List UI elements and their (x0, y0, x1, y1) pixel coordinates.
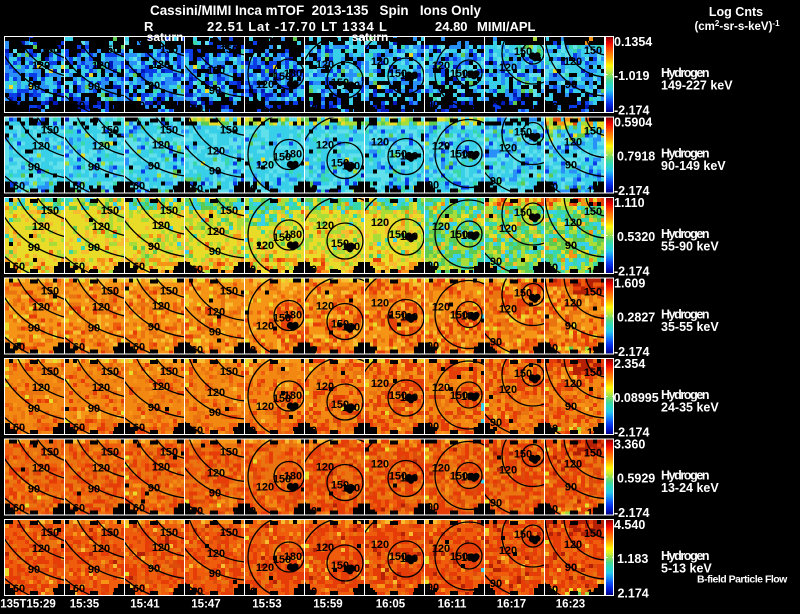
svg-text:16:05: 16:05 (376, 599, 406, 610)
svg-text:saturn: saturn (147, 30, 184, 44)
svg-text:24.80: 24.80 (435, 19, 468, 34)
svg-text:35-55 keV: 35-55 keV (661, 320, 719, 334)
svg-text:15:35: 15:35 (70, 599, 100, 610)
svg-text:1.183: 1.183 (617, 552, 648, 566)
svg-text:Cassini/MIMI Inca mTOF 2013-1: Cassini/MIMI Inca mTOF 2013-135 Spin Ion… (150, 3, 481, 18)
svg-text:1.609: 1.609 (614, 277, 645, 291)
svg-text:3.360: 3.360 (614, 438, 645, 452)
svg-text:-2.174: -2.174 (614, 345, 649, 359)
svg-text:Log Cnts: Log Cnts (709, 5, 763, 19)
svg-text:Hydrogen: Hydrogen (661, 549, 709, 563)
svg-text:4.540: 4.540 (614, 518, 645, 532)
svg-text:90-149 keV: 90-149 keV (661, 159, 726, 173)
svg-text:5-13 keV: 5-13 keV (661, 562, 712, 576)
svg-text:0.5904: 0.5904 (614, 116, 652, 130)
svg-text:22.51 Lat -17.70 LT 1334 L: 22.51 Lat -17.70 LT 1334 L (207, 19, 387, 34)
svg-text:Hydrogen: Hydrogen (661, 147, 709, 161)
svg-text:saturn: saturn (352, 30, 389, 44)
svg-text:149-227 keV: 149-227 keV (661, 79, 733, 93)
svg-text:2.174: 2.174 (614, 587, 649, 601)
svg-text:0.08995: 0.08995 (614, 391, 659, 405)
svg-text:0.7918: 0.7918 (617, 150, 655, 164)
svg-text:15:41: 15:41 (130, 599, 160, 610)
svg-text:15:59: 15:59 (313, 599, 342, 610)
svg-text:0.2827: 0.2827 (617, 311, 655, 325)
svg-text:55-90 keV: 55-90 keV (661, 240, 719, 254)
svg-text:MIMI/APL: MIMI/APL (477, 19, 536, 34)
svg-text:-2.174: -2.174 (614, 104, 649, 118)
svg-text:13-24 keV: 13-24 keV (661, 481, 719, 495)
svg-text:2.354: 2.354 (614, 357, 645, 371)
svg-text:B-field Particle Flow: B-field Particle Flow (697, 574, 788, 586)
svg-text:15:53: 15:53 (252, 599, 281, 610)
svg-text:15:47: 15:47 (191, 599, 220, 610)
svg-text:0.5320: 0.5320 (617, 230, 655, 244)
svg-text:0.1354: 0.1354 (614, 35, 652, 49)
svg-text:Hydrogen: Hydrogen (661, 66, 709, 80)
svg-text:-2.174: -2.174 (614, 184, 649, 198)
svg-text:-2.174: -2.174 (614, 265, 649, 279)
svg-text:Hydrogen: Hydrogen (661, 388, 709, 402)
svg-text:0.5929: 0.5929 (617, 472, 655, 486)
svg-text:16:11: 16:11 (438, 599, 467, 610)
svg-text:1.110: 1.110 (614, 196, 645, 210)
svg-text:-1.019: -1.019 (614, 69, 649, 83)
svg-text:Hydrogen: Hydrogen (661, 227, 709, 241)
svg-text:16:23: 16:23 (556, 599, 585, 610)
svg-text:(cm2-sr-s-keV)-1: (cm2-sr-s-keV)-1 (694, 19, 780, 33)
svg-text:135T15:29: 135T15:29 (0, 599, 56, 610)
svg-text:24-35 keV: 24-35 keV (661, 401, 719, 415)
svg-text:Hydrogen: Hydrogen (661, 469, 709, 483)
svg-text:-2.174: -2.174 (614, 506, 649, 520)
svg-text:-2.174: -2.174 (614, 426, 649, 440)
svg-text:16:17: 16:17 (497, 599, 526, 610)
svg-text:R: R (144, 19, 154, 34)
svg-text:Hydrogen: Hydrogen (661, 308, 709, 322)
